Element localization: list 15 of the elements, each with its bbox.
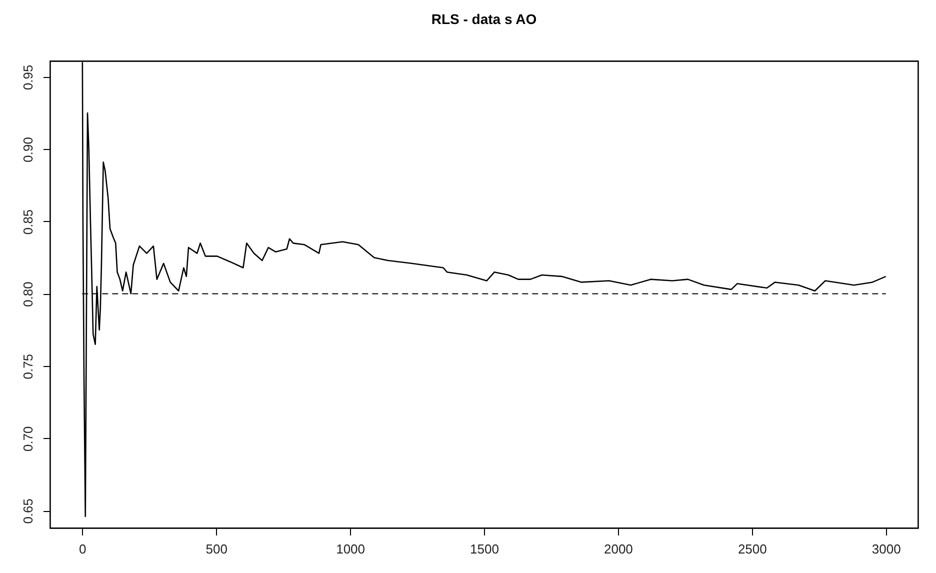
- x-tick-label: 1500: [470, 542, 499, 556]
- y-tick-label: 0.70: [20, 426, 36, 452]
- x-tick-label: 0: [79, 542, 86, 556]
- x-tick-label: 2000: [604, 542, 633, 556]
- y-tick-label: 0.80: [20, 282, 36, 307]
- y-tick-label: 0.85: [20, 209, 36, 235]
- chart-title: RLS - data s AO: [431, 11, 537, 27]
- y-tick-label: 0.90: [20, 137, 36, 162]
- x-tick-label: 2500: [738, 542, 767, 556]
- y-tick-label: 0.75: [20, 354, 36, 380]
- y-tick-label: 0.95: [20, 64, 36, 90]
- x-tick-label: 500: [206, 542, 228, 556]
- x-tick-label: 1000: [336, 542, 366, 556]
- x-tick-label: 3000: [872, 542, 901, 556]
- y-tick-label: 0.65: [20, 498, 36, 524]
